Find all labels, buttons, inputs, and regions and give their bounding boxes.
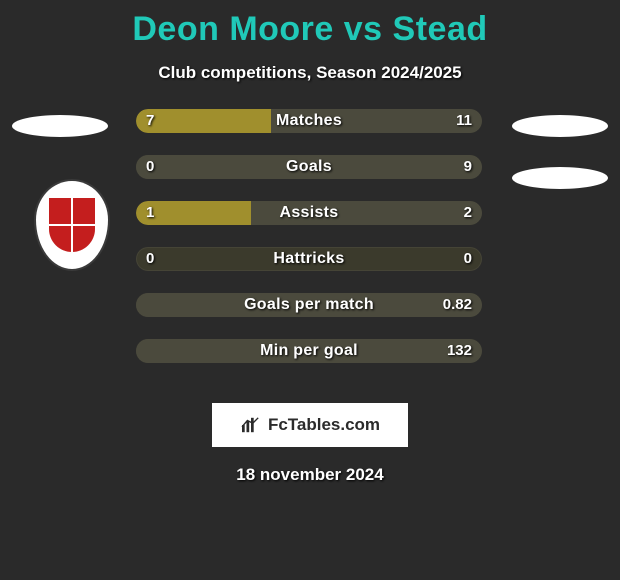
stat-row: 132Min per goal [136,339,482,363]
stat-bars: 711Matches 09Goals 12Assists 00Hattricks 0.8… [136,109,482,385]
stat-label: Matches [136,109,482,133]
subtitle: Club competitions, Season 2024/2025 [0,63,620,83]
stat-row: 00Hattricks [136,247,482,271]
page-title: Deon Moore vs Stead [0,0,620,49]
stat-label: Goals per match [136,293,482,317]
player-left-placeholder [12,115,108,137]
stat-row: 0.82Goals per match [136,293,482,317]
stat-row: 711Matches [136,109,482,133]
shield-icon [49,198,95,252]
player-right-placeholder-2 [512,167,608,189]
player-right-placeholder-1 [512,115,608,137]
date-label: 18 november 2024 [0,465,620,485]
branding-text: FcTables.com [268,415,380,435]
stat-label: Goals [136,155,482,179]
stat-label: Hattricks [136,247,482,271]
stat-row: 12Assists [136,201,482,225]
chart-icon [240,416,262,434]
stat-row: 09Goals [136,155,482,179]
team-crest [36,181,108,269]
branding-badge: FcTables.com [212,403,408,447]
stat-label: Min per goal [136,339,482,363]
comparison-stage: 711Matches 09Goals 12Assists 00Hattricks 0.8… [0,109,620,395]
stat-label: Assists [136,201,482,225]
